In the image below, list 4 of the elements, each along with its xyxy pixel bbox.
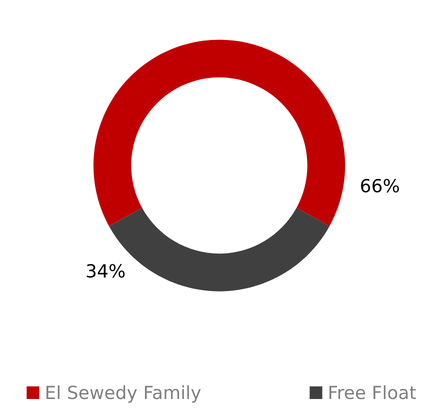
legend-label: Free Float xyxy=(329,385,416,400)
data-label: 66% xyxy=(361,178,399,192)
legend-label: El Sewedy Family xyxy=(46,385,201,403)
data-label: 34% xyxy=(86,264,125,278)
